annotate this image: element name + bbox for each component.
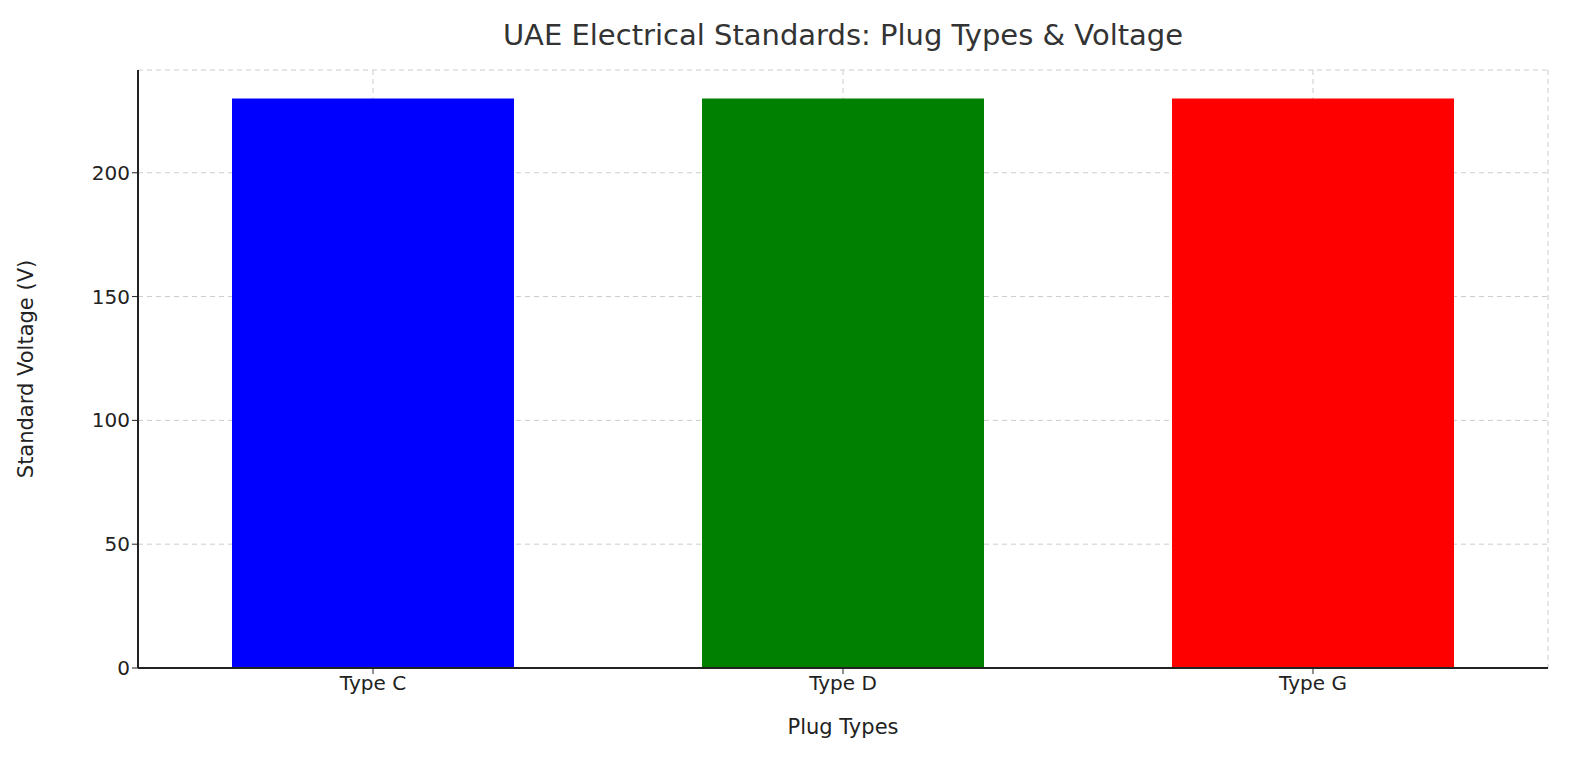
- svg-text:50: 50: [105, 532, 130, 556]
- svg-text:Type C: Type C: [339, 671, 406, 695]
- svg-text:100: 100: [92, 408, 130, 432]
- svg-text:Plug Types: Plug Types: [788, 715, 899, 739]
- svg-text:Type D: Type D: [808, 671, 877, 695]
- html-text:UAE Electrical Standards: Plug: UAE Electrical Standards: Plug Types & V…: [502, 18, 1184, 52]
- svg-text:0: 0: [117, 656, 130, 680]
- svg-text:Type G: Type G: [1278, 671, 1347, 695]
- svg-text:150: 150: [92, 285, 130, 309]
- svg-text:Standard Voltage (V): Standard Voltage (V): [14, 260, 38, 478]
- svg-text:200: 200: [92, 161, 130, 185]
